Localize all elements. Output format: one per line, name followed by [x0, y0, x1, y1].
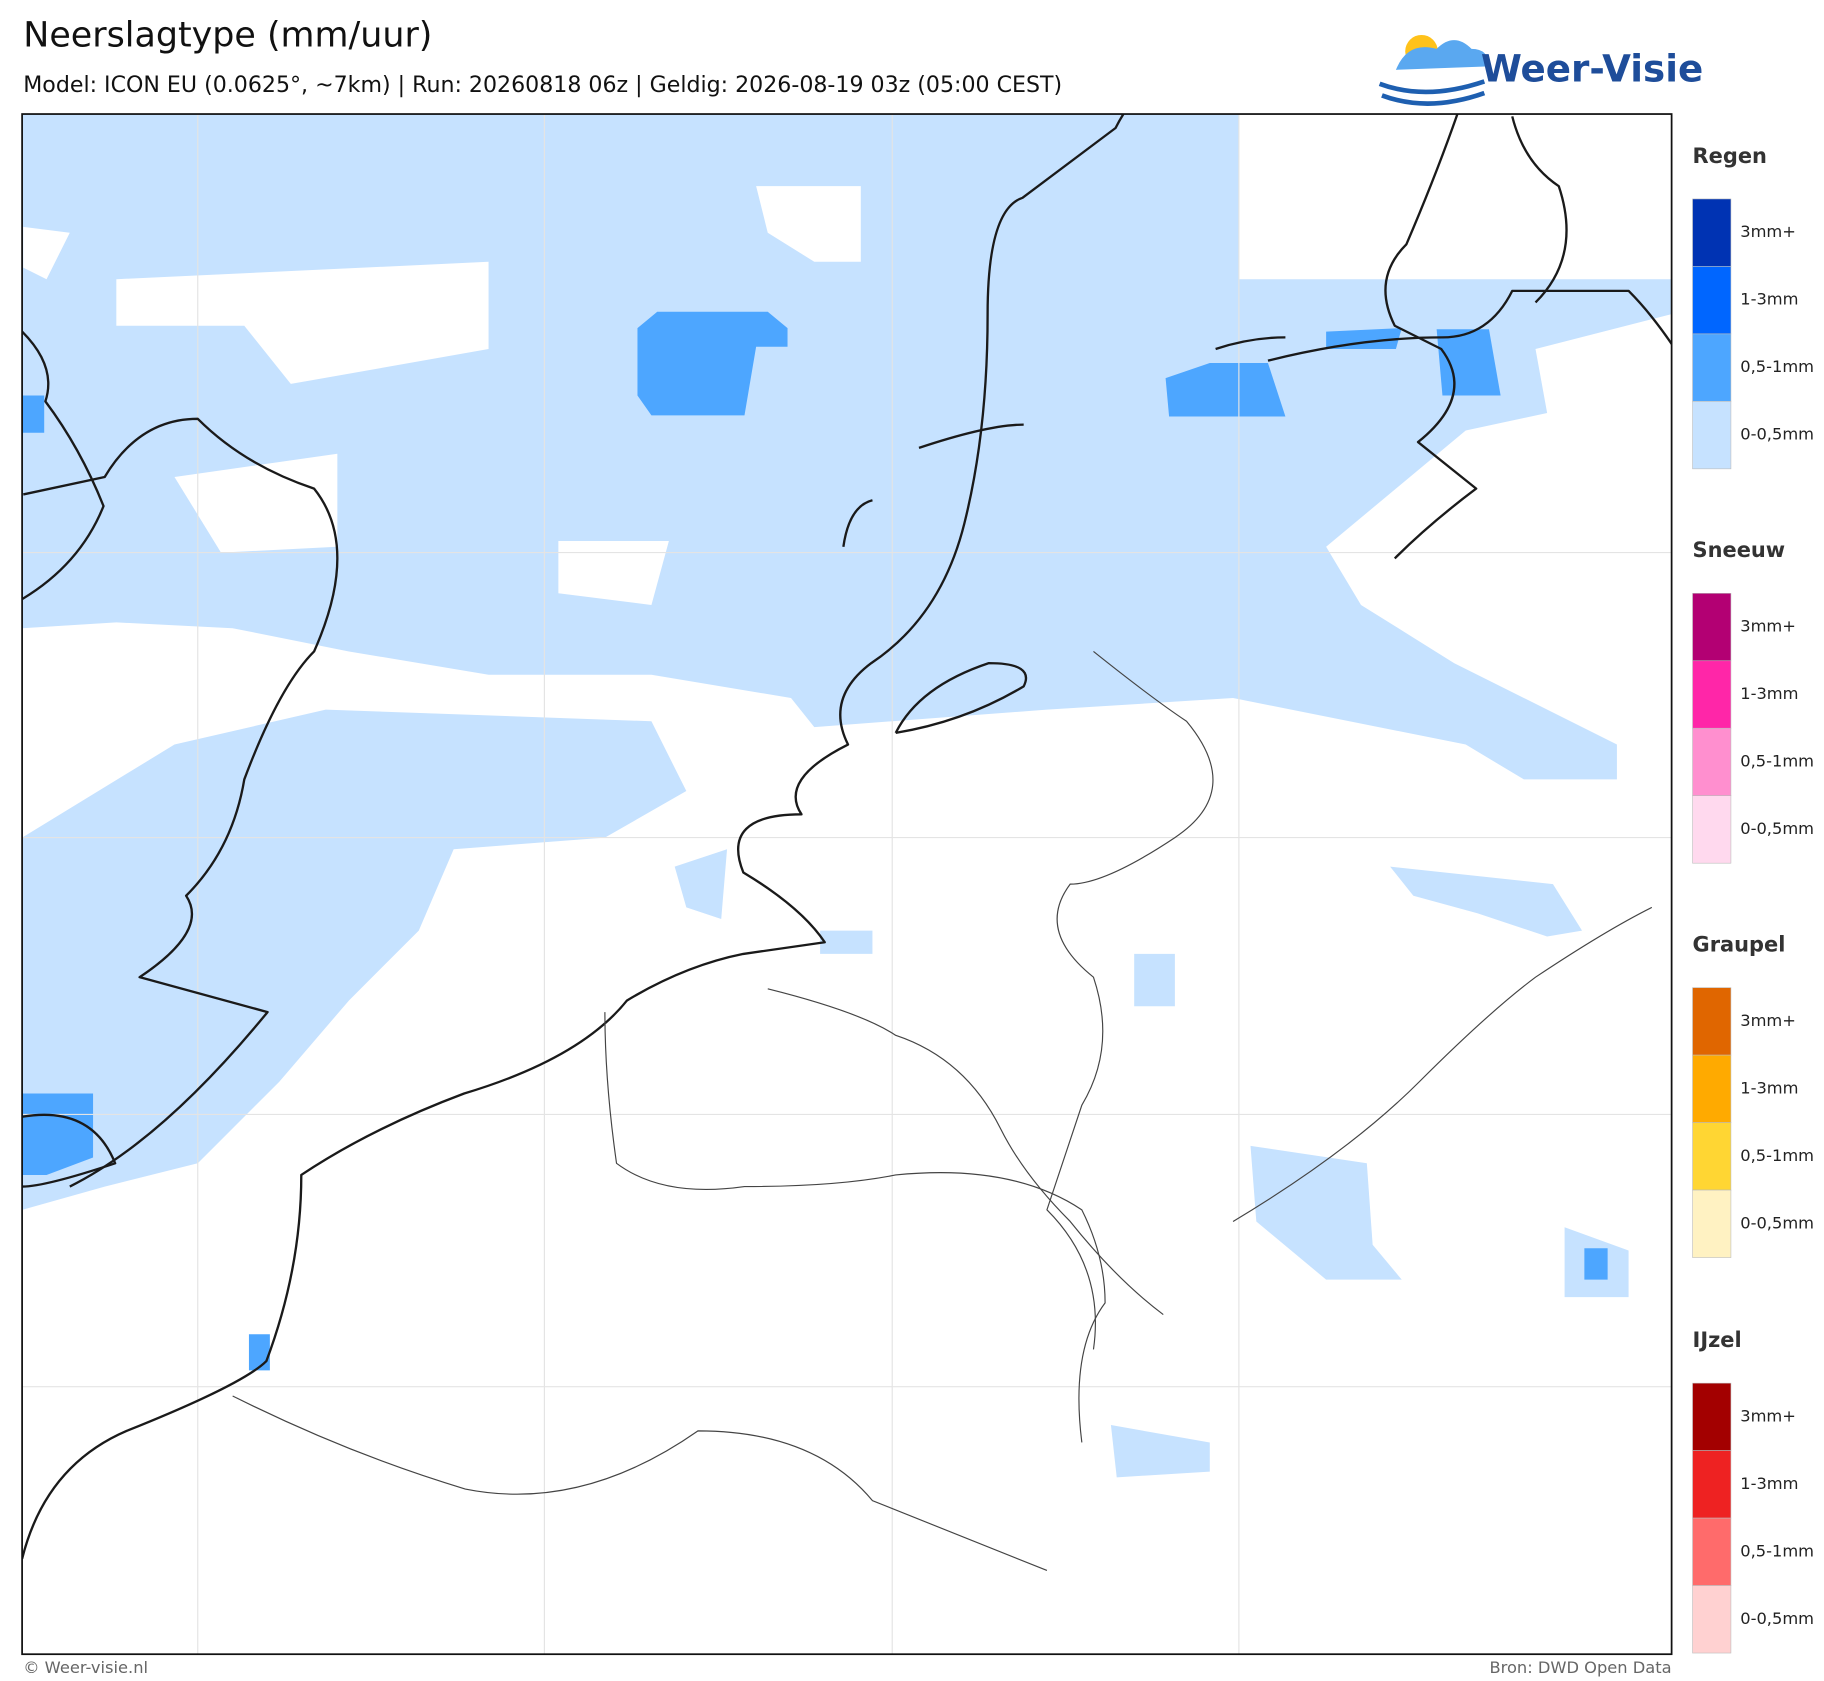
legend-swatch: [1692, 987, 1732, 1056]
legend-swatch: [1692, 401, 1732, 470]
grid: [22, 114, 1672, 1655]
subtitle: Model: ICON EU (0.0625°, ~7km) | Run: 20…: [23, 72, 1062, 98]
legend-title: Sneeuw: [1693, 538, 1786, 562]
legend: Regen 3mm+ 1-3mm 0,5-1mm 0-0,5mm Sneeuw 3mm+ 1-…: [1692, 144, 1814, 1654]
legend-swatch: [1692, 1585, 1732, 1654]
legend-swatch: [1692, 1189, 1732, 1258]
legend-label: 3mm+: [1740, 1011, 1796, 1030]
legend-label: 3mm+: [1740, 617, 1796, 636]
logo-text: Weer-Visie: [1481, 46, 1703, 90]
legend-swatch: [1692, 593, 1732, 662]
legend-title: Graupel: [1693, 933, 1786, 957]
logo: Weer-Visie: [1378, 34, 1703, 106]
legend-label: 0,5-1mm: [1740, 751, 1814, 770]
legend-label: 1-3mm: [1740, 684, 1798, 703]
legend-swatch: [1692, 1054, 1732, 1123]
legend-title: IJzel: [1693, 1328, 1742, 1352]
legend-title: Regen: [1693, 144, 1767, 168]
legend-swatch: [1692, 727, 1732, 797]
legend-swatch: [1692, 1517, 1732, 1586]
coastlines: [22, 114, 1672, 1560]
legend-label: 3mm+: [1740, 222, 1796, 241]
legend-label: 1-3mm: [1740, 290, 1798, 309]
legend-label: 3mm+: [1740, 1406, 1796, 1425]
title: Neerslagtype (mm/uur): [23, 16, 432, 56]
legend-swatch: [1692, 198, 1732, 267]
legend-label: 0-0,5mm: [1740, 1213, 1814, 1232]
legend-label: 0-0,5mm: [1740, 819, 1814, 838]
footer-right: Bron: DWD Open Data: [1489, 1658, 1671, 1677]
legend-label: 1-3mm: [1740, 1474, 1798, 1493]
map: [22, 114, 1672, 1655]
legend-label: 1-3mm: [1740, 1078, 1798, 1097]
legend-label: 0,5-1mm: [1740, 357, 1814, 376]
legend-swatch: [1692, 333, 1732, 402]
legend-swatch: [1692, 795, 1732, 864]
map-frame: [21, 113, 1673, 1656]
legend-swatch: [1692, 1122, 1732, 1191]
borders: [232, 651, 1653, 1571]
legend-swatch: [1692, 1382, 1732, 1451]
legend-label: 0,5-1mm: [1740, 1146, 1814, 1165]
legend-swatch: [1692, 266, 1732, 335]
footer-left: © Weer-visie.nl: [23, 1658, 148, 1677]
legend-swatch: [1692, 1450, 1732, 1519]
legend-label: 0-0,5mm: [1740, 425, 1814, 444]
legend-swatch: [1692, 660, 1732, 729]
legend-label: 0,5-1mm: [1740, 1541, 1814, 1560]
legend-label: 0-0,5mm: [1740, 1609, 1814, 1628]
